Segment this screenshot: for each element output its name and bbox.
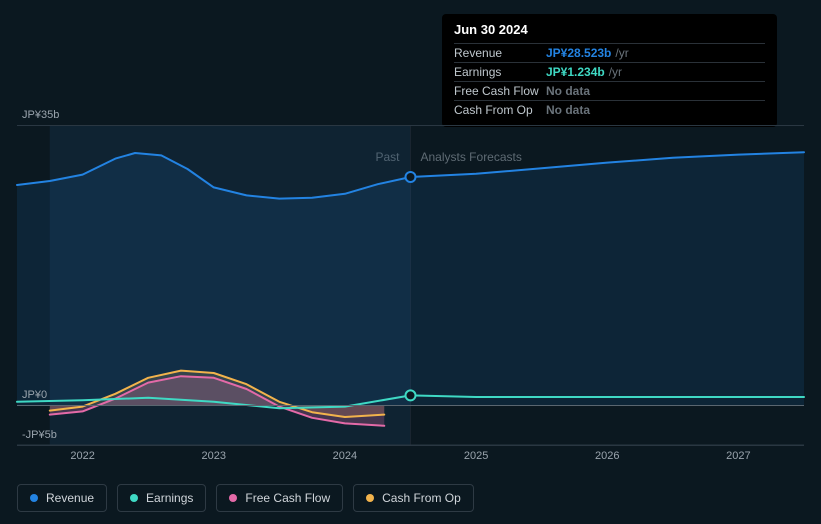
chart-plot-area[interactable]: JP¥35bJP¥0-JP¥5b — [17, 125, 804, 445]
legend-label: Cash From Op — [382, 491, 461, 505]
x-tick-label: 2026 — [595, 450, 619, 462]
tooltip-row: RevenueJP¥28.523b/yr — [454, 43, 765, 62]
tooltip-metric-value: No data — [546, 84, 590, 98]
x-tick-label: 2023 — [202, 450, 226, 462]
tooltip-date: Jun 30 2024 — [454, 22, 765, 43]
legend-label: Revenue — [46, 491, 94, 505]
legend-label: Earnings — [146, 491, 193, 505]
tooltip-metric-value: JP¥1.234b — [546, 65, 605, 79]
gridline — [17, 445, 804, 446]
tooltip-metric-value: JP¥28.523b — [546, 46, 611, 60]
y-tick-label: JP¥0 — [22, 389, 47, 401]
x-tick-label: 2022 — [70, 450, 94, 462]
legend-dot — [229, 494, 237, 502]
y-tick-label: JP¥35b — [22, 109, 59, 121]
legend-dot — [30, 494, 38, 502]
chart-svg — [17, 125, 804, 445]
tooltip-metric-unit: /yr — [609, 65, 622, 79]
legend-dot — [130, 494, 138, 502]
legend-item-revenue[interactable]: Revenue — [17, 484, 107, 512]
legend-item-cash-from-op[interactable]: Cash From Op — [353, 484, 474, 512]
x-axis: 2022 2023 2024 2025 2026 2027 — [17, 450, 804, 468]
gridline — [17, 125, 804, 126]
tooltip-metric-label: Free Cash Flow — [454, 84, 546, 98]
legend-item-earnings[interactable]: Earnings — [117, 484, 206, 512]
tooltip-row: Cash From OpNo data — [454, 100, 765, 119]
x-tick-label: 2027 — [726, 450, 750, 462]
hover-tooltip: Jun 30 2024 RevenueJP¥28.523b/yrEarnings… — [442, 14, 777, 127]
legend-item-free-cash-flow[interactable]: Free Cash Flow — [216, 484, 343, 512]
tooltip-metric-value: No data — [546, 103, 590, 117]
legend-label: Free Cash Flow — [245, 491, 330, 505]
tooltip-metric-unit: /yr — [615, 46, 628, 60]
x-tick-label: 2025 — [464, 450, 488, 462]
tooltip-metric-label: Cash From Op — [454, 103, 546, 117]
gridline — [17, 405, 804, 406]
tooltip-row: EarningsJP¥1.234b/yr — [454, 62, 765, 81]
tooltip-metric-label: Earnings — [454, 65, 546, 79]
x-tick-label: 2024 — [333, 450, 357, 462]
tooltip-metric-label: Revenue — [454, 46, 546, 60]
legend: Revenue Earnings Free Cash Flow Cash From O… — [17, 484, 474, 512]
y-tick-label: -JP¥5b — [22, 429, 57, 441]
tooltip-row: Free Cash FlowNo data — [454, 81, 765, 100]
legend-dot — [366, 494, 374, 502]
